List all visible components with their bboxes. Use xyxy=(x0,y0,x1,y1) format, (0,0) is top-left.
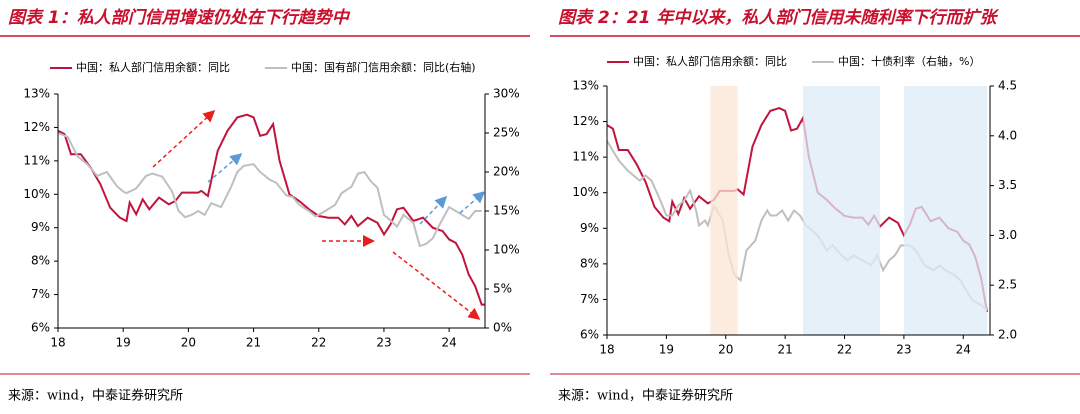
y2-tick-label: 3.5 xyxy=(998,178,1017,192)
y2-tick-label: 2.0 xyxy=(998,328,1017,342)
x-tick-label: 22 xyxy=(837,343,852,357)
legend-label: 中国：国有部门信用余额：同比(右轴) xyxy=(291,60,476,74)
y-tick-label: 13% xyxy=(23,87,50,101)
x-tick-label: 21 xyxy=(246,336,261,350)
x-tick-label: 19 xyxy=(659,343,674,357)
x-tick-label: 20 xyxy=(181,336,196,350)
y-tick-label: 10% xyxy=(23,187,50,201)
annotation-arrow xyxy=(419,195,448,225)
y2-tick-label: 4.5 xyxy=(998,79,1017,93)
chart-title: 图表 1：私人部门信用增速仍处在下行趋势中 xyxy=(8,8,351,28)
y-tick-label: 6% xyxy=(580,328,599,342)
annotation-arrow xyxy=(459,191,486,214)
y-tick-label: 11% xyxy=(23,153,50,167)
legend-label: 中国：十债利率（右轴，%） xyxy=(838,54,980,68)
chart-title: 图表 2：21 年中以来，私人部门信用未随利率下行而扩张 xyxy=(558,8,999,28)
series-line xyxy=(57,113,485,306)
y-tick-label: 7% xyxy=(31,287,50,301)
x-tick-label: 19 xyxy=(116,336,131,350)
y-tick-label: 7% xyxy=(580,292,599,306)
y-tick-label: 11% xyxy=(572,150,599,164)
y2-tick-label: 2.5 xyxy=(998,278,1017,292)
y2-tick-label: 0% xyxy=(493,321,512,335)
y-tick-label: 6% xyxy=(31,321,50,335)
annotation-arrow xyxy=(152,109,216,168)
y-tick-label: 10% xyxy=(572,185,599,199)
x-tick-label: 24 xyxy=(956,343,971,357)
shaded-region xyxy=(802,86,881,335)
x-tick-label: 20 xyxy=(718,343,733,357)
x-tick-label: 21 xyxy=(777,343,792,357)
x-tick-label: 23 xyxy=(376,336,391,350)
shaded-region xyxy=(710,86,738,335)
shaded-region xyxy=(903,86,988,335)
legend-label: 中国：私人部门信用余额：同比 xyxy=(633,54,787,68)
y2-tick-label: 15% xyxy=(493,204,520,218)
series-line xyxy=(57,132,482,248)
y-tick-label: 8% xyxy=(31,254,50,268)
y2-tick-label: 30% xyxy=(493,87,520,101)
y-tick-label: 12% xyxy=(23,120,50,134)
legend-label: 中国：私人部门信用余额：同比 xyxy=(76,60,230,74)
source: 来源：wind，中泰证券研究所 xyxy=(558,388,733,404)
y2-tick-label: 5% xyxy=(493,282,512,296)
x-tick-label: 18 xyxy=(599,343,614,357)
y2-tick-label: 20% xyxy=(493,165,520,179)
y-tick-label: 8% xyxy=(580,256,599,270)
y-tick-label: 13% xyxy=(572,79,599,93)
x-tick-label: 24 xyxy=(442,336,457,350)
y2-tick-label: 3.0 xyxy=(998,228,1017,242)
y-tick-label: 12% xyxy=(572,114,599,128)
source: 来源：wind，中泰证券研究所 xyxy=(8,388,183,404)
y2-tick-label: 10% xyxy=(493,243,520,257)
x-tick-label: 22 xyxy=(311,336,326,350)
y-tick-label: 9% xyxy=(580,221,599,235)
x-tick-label: 23 xyxy=(896,343,911,357)
y-tick-label: 9% xyxy=(31,220,50,234)
y2-tick-label: 4.0 xyxy=(998,128,1017,142)
x-tick-label: 18 xyxy=(50,336,65,350)
annotation-arrow xyxy=(392,251,481,320)
y2-tick-label: 25% xyxy=(493,126,520,140)
